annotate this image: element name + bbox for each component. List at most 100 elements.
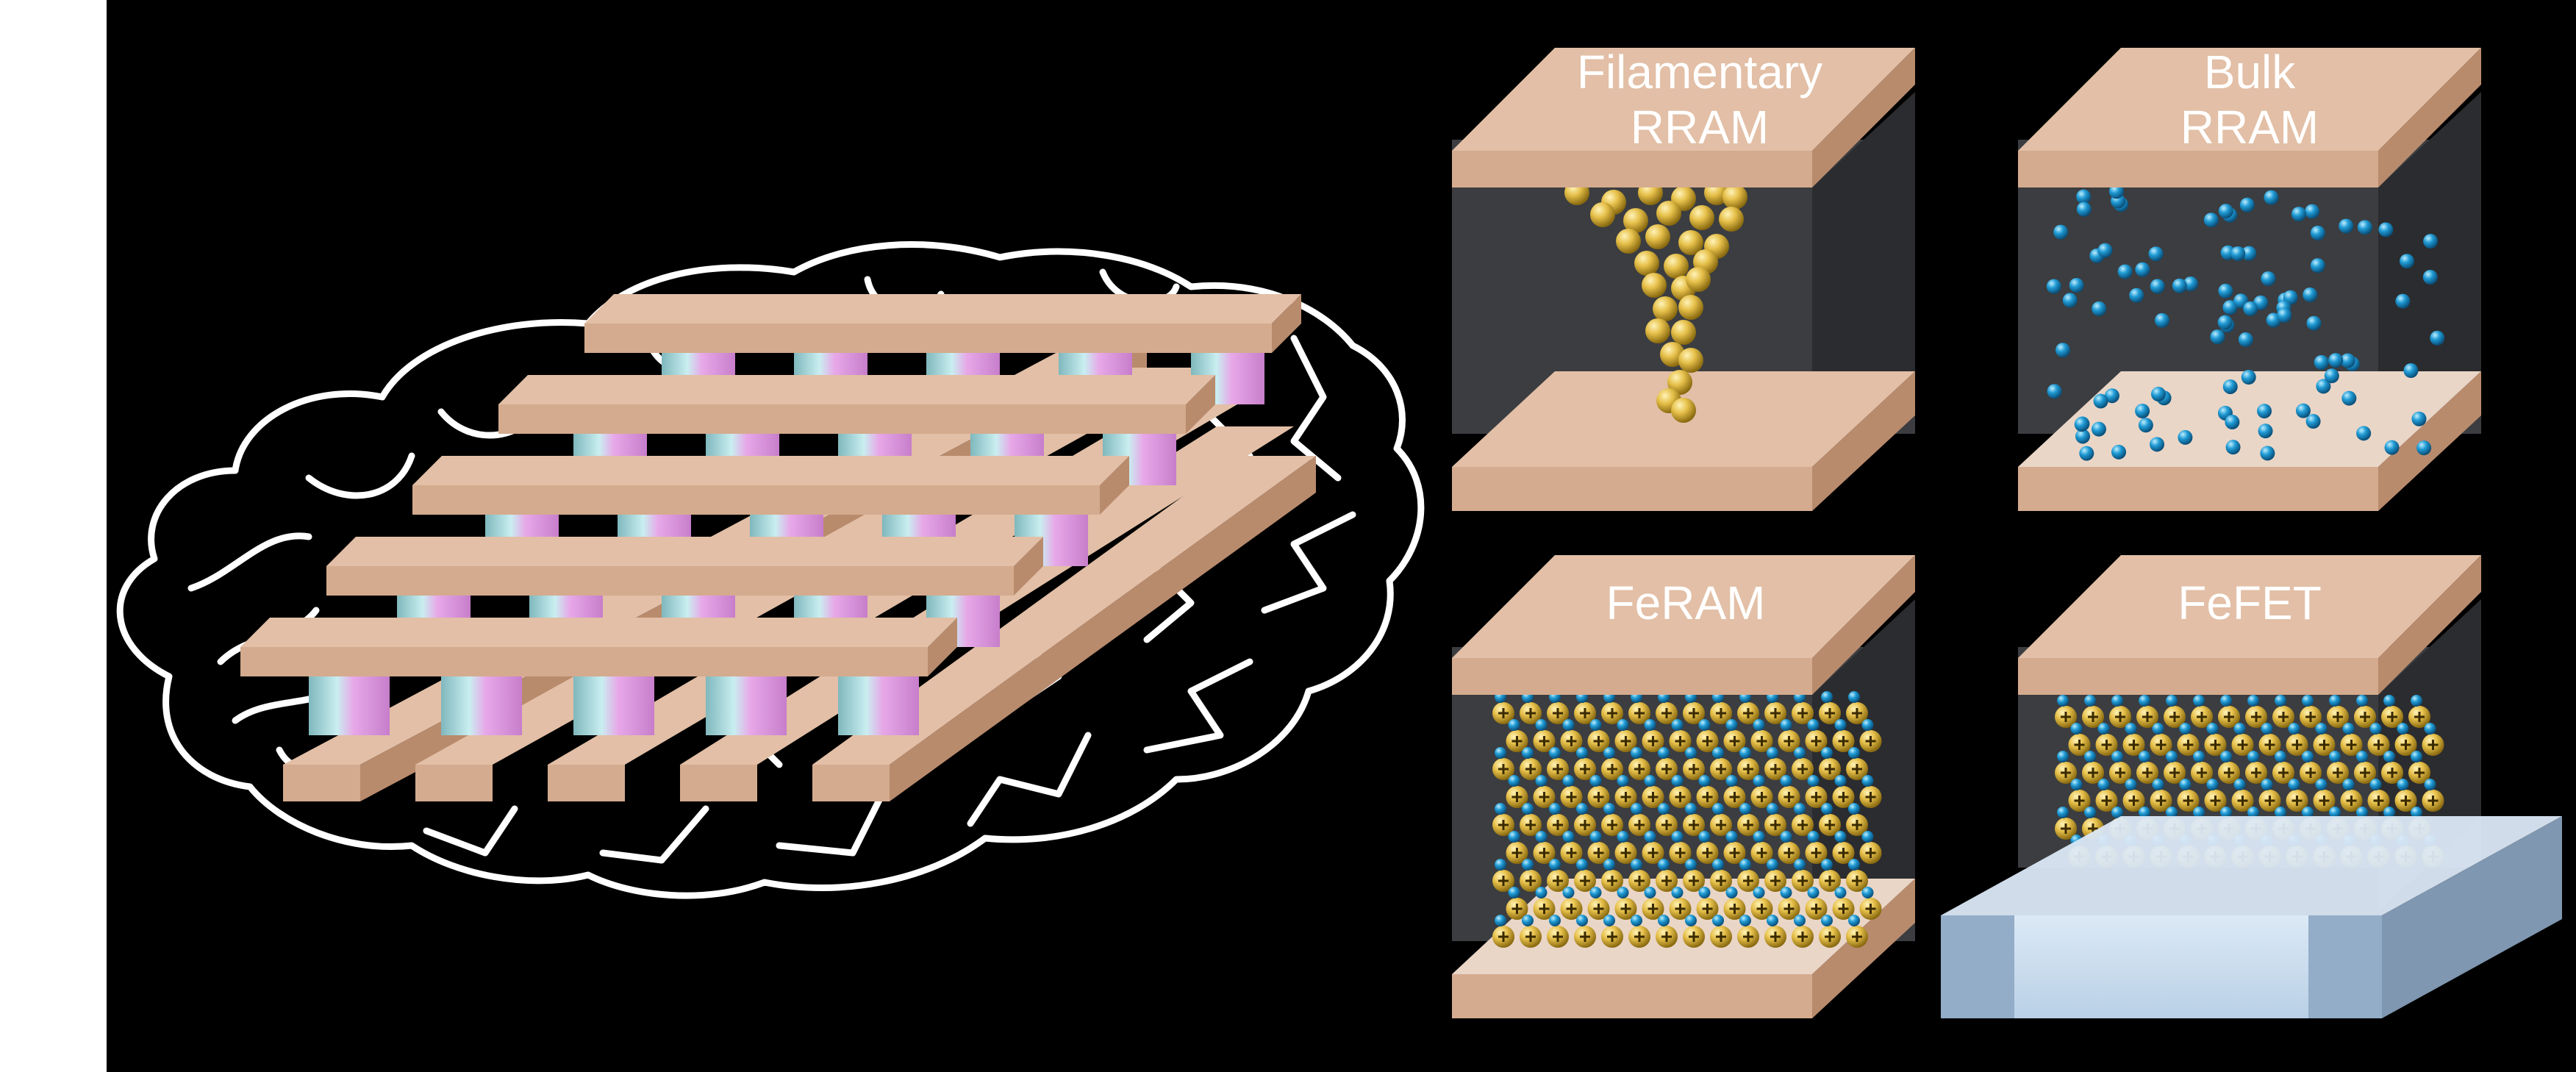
blue-anion [2424,779,2436,790]
plus-sign [2333,768,2343,778]
blue-anion [1780,887,1792,898]
plus-sign [2237,796,2248,806]
blue-ion [2135,403,2150,418]
blue-anion [1644,887,1656,898]
blue-anion [2179,723,2192,735]
blue-anion [2220,695,2232,707]
blue-ion [2416,440,2432,456]
blue-anion [1549,859,1561,871]
blue-anion [2411,695,2422,707]
blue-ion [2261,271,2276,286]
plus-sign [1539,792,1550,802]
plus-sign [1634,876,1645,886]
gold-ion [1645,318,1670,343]
plus-sign [1716,876,1726,886]
plus-sign [2210,796,2221,806]
blue-ion [2138,418,2153,433]
blue-anion [2356,751,2368,762]
blue-anion [1712,803,1724,815]
blue-anion [1794,915,1806,926]
plus-sign [2210,740,2221,750]
blue-ion [2091,421,2106,437]
blue-anion [1861,887,1874,898]
blue-ion [2225,415,2240,430]
plus-sign [1689,876,1699,886]
blue-anion [1603,747,1615,759]
plus-sign [1511,848,1523,858]
plus-sign [1607,708,1617,718]
blue-anion [1589,831,1602,843]
plus-sign [1825,876,1835,886]
plus-sign [1620,848,1631,858]
blue-ion [2277,307,2292,323]
plus-sign [1647,904,1659,914]
blue-ion [2403,363,2419,379]
top-electrode [1452,555,1915,695]
blue-anion [1861,831,1874,843]
plus-sign [1811,792,1822,802]
gold-ion [1664,254,1689,279]
plus-sign [1607,820,1617,830]
blue-anion [2315,723,2328,735]
plus-sign [1783,736,1795,746]
panel-bulk-rram: Bulk RRAM [2018,46,2481,511]
blue-anion [1685,915,1697,926]
plus-sign [2061,768,2071,778]
plus-sign [1498,932,1509,942]
plus-sign [2360,768,2370,778]
plus-sign [2427,740,2439,750]
plus-sign [1566,904,1577,914]
plus-sign [1539,736,1550,746]
blue-anion [1848,747,1860,759]
blue-anion [2152,723,2164,735]
plus-sign [1525,708,1536,718]
plus-sign [1525,764,1536,774]
bulk-ions [2046,184,2445,461]
blue-ion [2264,190,2279,205]
plus-sign [2115,712,2125,722]
blue-anion [1807,831,1820,843]
blue-anion [2397,779,2409,790]
blue-anion [2220,807,2232,818]
blue-ion [2183,276,2198,292]
blue-anion [2084,807,2096,818]
plus-sign [1607,932,1617,942]
blue-ion [2178,429,2193,445]
blue-ion [2218,283,2233,299]
plus-sign [1716,764,1726,774]
plus-sign [1498,876,1509,886]
blue-anion [2329,695,2341,707]
blue-anion [1794,859,1806,871]
blue-anion [1848,915,1860,926]
plus-sign [1825,708,1835,718]
plus-sign [2224,712,2234,722]
plus-sign [2387,712,2397,722]
blue-ion [2135,262,2150,277]
blue-anion [1767,915,1778,926]
plus-sign [1783,792,1795,802]
plus-sign [1525,820,1536,830]
blue-anion [1861,719,1874,731]
blue-anion [1725,719,1738,731]
blue-anion [1631,915,1642,926]
blue-anion [2139,695,2150,707]
plus-sign [1865,904,1876,914]
blue-anion [1739,747,1751,759]
plus-sign [1675,848,1686,858]
blue-ion [2378,222,2394,237]
bottom-electrode [2018,371,2481,511]
gold-ion [1686,267,1711,292]
plus-sign [2142,712,2153,722]
blue-anion [2275,695,2286,707]
plus-sign [1498,764,1509,774]
plus-sign [2183,740,2194,750]
top-bar-2 [498,375,1215,434]
blue-anion [1671,719,1684,731]
blue-anion [2220,751,2232,762]
gold-ion [1678,295,1703,320]
plus-sign [2400,796,2411,806]
blue-anion [1821,859,1833,871]
plus-sign [1689,764,1699,774]
plus-sign [1797,876,1808,886]
blue-anion [1644,775,1656,787]
